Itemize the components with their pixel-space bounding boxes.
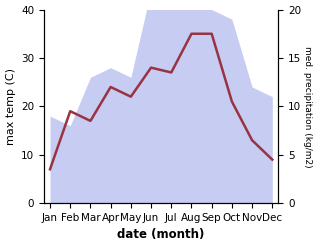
Y-axis label: med. precipitation (kg/m2): med. precipitation (kg/m2) [303, 45, 313, 167]
Y-axis label: max temp (C): max temp (C) [5, 68, 16, 145]
X-axis label: date (month): date (month) [117, 228, 205, 242]
